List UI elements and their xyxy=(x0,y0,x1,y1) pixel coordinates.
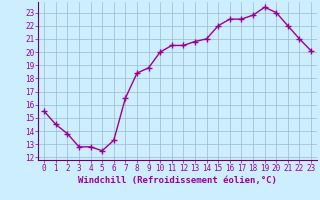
X-axis label: Windchill (Refroidissement éolien,°C): Windchill (Refroidissement éolien,°C) xyxy=(78,176,277,185)
